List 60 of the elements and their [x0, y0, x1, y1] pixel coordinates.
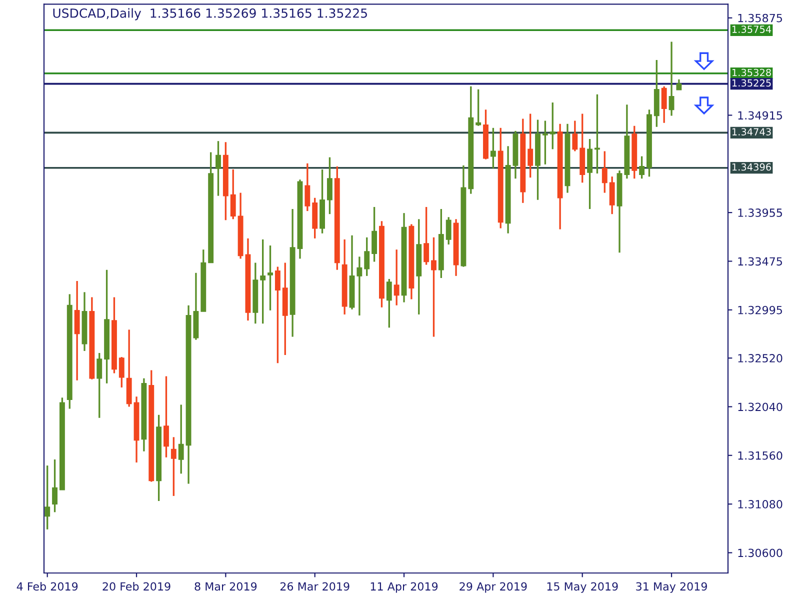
y-tick-label: 1.30600	[738, 548, 782, 558]
candlestick	[668, 40, 674, 117]
candlestick	[326, 156, 332, 215]
candlestick	[260, 238, 266, 324]
candlestick	[476, 88, 482, 127]
candlestick	[364, 236, 370, 277]
candlestick	[372, 206, 378, 263]
candlestick	[170, 436, 176, 497]
x-tick-label: 11 Apr 2019	[370, 582, 438, 593]
ref-line-label: 1.35754	[732, 26, 772, 33]
ref-line-label: 1.34396	[732, 163, 772, 171]
candlestick	[550, 102, 556, 150]
candlestick	[542, 120, 548, 166]
y-tick-label: 1.31080	[738, 500, 782, 508]
candlestick	[386, 278, 392, 328]
candlestick	[424, 206, 430, 266]
x-tick-label: 29 Apr 2019	[460, 582, 527, 593]
y-tick-label: 1.32040	[738, 402, 782, 412]
candlestick	[394, 248, 400, 306]
candlestick	[178, 404, 184, 474]
y-tick-label: 1.34915	[738, 111, 782, 120]
candlestick	[96, 352, 102, 419]
candlestick	[164, 375, 169, 458]
candlestick	[431, 236, 436, 338]
x-tick-label: 4 Feb 2019	[16, 582, 78, 591]
y-tick-label: 1.32520	[738, 354, 782, 362]
x-tick-label: 15 May 2019	[547, 582, 618, 593]
x-tick-label: 20 Feb 2019	[102, 582, 170, 591]
y-tick-label: 1.31560	[738, 451, 782, 460]
candlestick	[74, 280, 80, 382]
x-tick-label: 26 Mar 2019	[280, 582, 350, 591]
candlestick	[44, 464, 50, 530]
y-tick-label: 1.32995	[738, 306, 782, 314]
candlestick	[609, 176, 615, 215]
candlestick	[118, 356, 124, 388]
x-tick-label: 31 May 2019	[636, 582, 707, 593]
candlestick	[572, 120, 578, 152]
candlestick	[676, 78, 682, 91]
candlestick	[356, 256, 362, 316]
candlestick	[268, 244, 273, 312]
candlestick	[446, 216, 452, 246]
candlestick	[528, 112, 534, 178]
ref-line-label: 1.35225	[732, 79, 771, 87]
candlestick	[639, 155, 645, 180]
candlestick	[216, 140, 221, 197]
ref-line-label: 1.34743	[732, 128, 771, 136]
ref-line-label: 1.35328	[732, 68, 771, 76]
chart-title: USDCAD,Daily 1.35166 1.35269 1.35165 1.35225	[53, 8, 367, 20]
candlestick	[52, 458, 58, 513]
y-tick-label: 1.33475	[738, 257, 782, 266]
candlestick	[602, 150, 608, 194]
candlestick	[587, 138, 593, 210]
candlestick	[661, 85, 667, 124]
candlestick	[230, 168, 236, 220]
candlestick	[274, 266, 280, 364]
x-tick-label: 8 Mar 2019	[194, 582, 257, 591]
candlestick	[490, 127, 496, 170]
y-tick-label: 1.35875	[738, 14, 782, 22]
candlestick	[304, 162, 310, 212]
y-tick-label: 1.33955	[738, 208, 782, 217]
